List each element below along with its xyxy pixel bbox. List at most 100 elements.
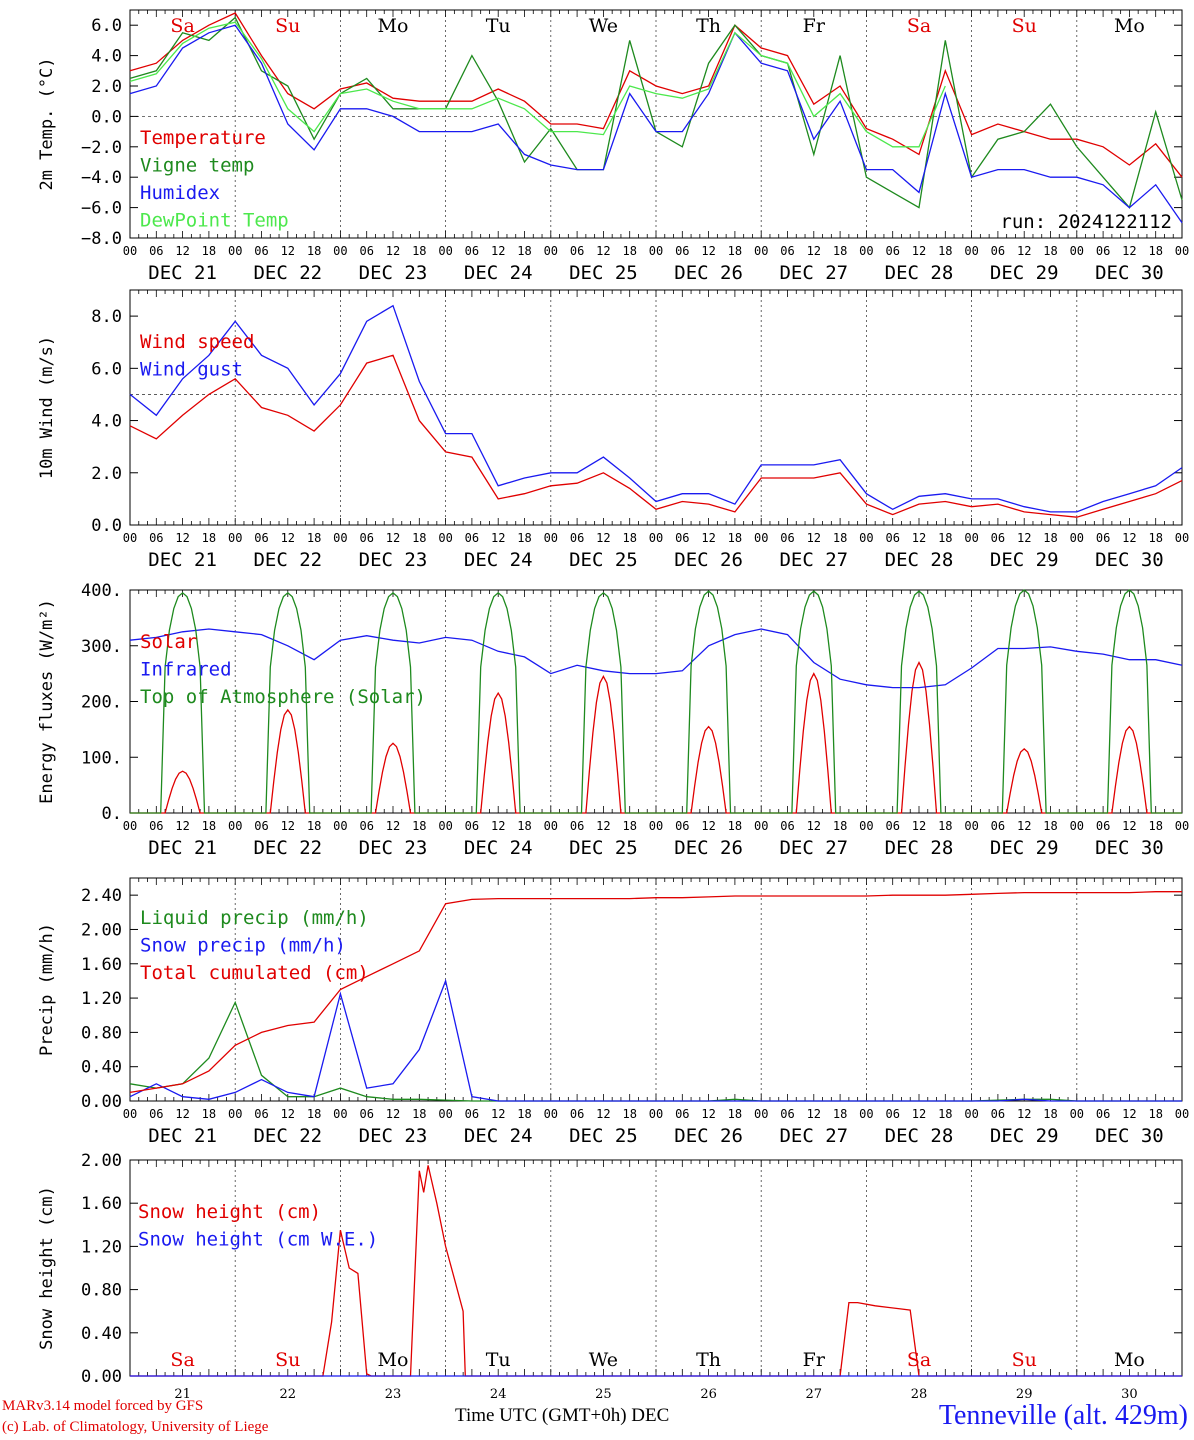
hour-tick-label: 18 xyxy=(1148,244,1162,258)
hour-tick-label: 18 xyxy=(622,531,636,545)
hour-tick-label: 06 xyxy=(885,244,899,258)
hour-tick-label: 18 xyxy=(1148,1107,1162,1121)
hour-tick-label: 12 xyxy=(281,819,295,833)
hour-tick-label: 00 xyxy=(859,819,873,833)
hour-tick-label: 06 xyxy=(885,1107,899,1121)
hour-tick-label: 18 xyxy=(938,1107,952,1121)
hour-tick-label: 12 xyxy=(386,244,400,258)
date-label: DEC 24 xyxy=(464,549,533,571)
hour-tick-label: 18 xyxy=(202,1107,216,1121)
legend-entry: Wind speed xyxy=(140,331,254,353)
hour-tick-label: 12 xyxy=(281,244,295,258)
hour-tick-label: 00 xyxy=(544,244,558,258)
hour-tick-label: 06 xyxy=(991,819,1005,833)
hour-tick-label: 06 xyxy=(780,531,794,545)
y-axis-title: 10m Wind (m/s) xyxy=(37,336,57,479)
weekday-label: Su xyxy=(1012,1349,1037,1371)
hour-tick-label: 12 xyxy=(386,531,400,545)
date-label: DEC 23 xyxy=(359,837,428,859)
hour-tick-label: 06 xyxy=(675,1107,689,1121)
hour-tick-label: 18 xyxy=(728,531,742,545)
hour-tick-label: 06 xyxy=(254,1107,268,1121)
date-label: DEC 24 xyxy=(464,1125,533,1147)
hour-tick-label: 06 xyxy=(465,1107,479,1121)
hour-tick-label: 18 xyxy=(1148,531,1162,545)
series-line-2 xyxy=(129,628,1183,689)
y-axis-title: 2m Temp. (°C) xyxy=(37,57,57,190)
hour-tick-label: 00 xyxy=(964,244,978,258)
hour-tick-label: 00 xyxy=(964,531,978,545)
hour-tick-label: 06 xyxy=(570,1107,584,1121)
hour-tick-label: 00 xyxy=(544,819,558,833)
y-tick-label: −8.0 xyxy=(81,229,122,249)
model-credit: MARv3.14 model forced by GFS xyxy=(2,1398,204,1414)
hour-tick-label: 18 xyxy=(833,1107,847,1121)
hour-tick-label: 06 xyxy=(780,1107,794,1121)
hour-tick-label: 12 xyxy=(807,1107,821,1121)
y-tick-label: 1.20 xyxy=(81,1237,122,1257)
weekday-label: Fr xyxy=(803,1349,826,1371)
y-tick-label: 1.20 xyxy=(81,989,122,1009)
hour-tick-label: 00 xyxy=(228,1107,242,1121)
hour-tick-label: 06 xyxy=(1096,1107,1110,1121)
day-number: 27 xyxy=(806,1387,823,1402)
date-label: DEC 28 xyxy=(885,262,954,284)
weekday-label: Tu xyxy=(486,1349,511,1371)
hour-tick-label: 06 xyxy=(780,244,794,258)
y-tick-label: 400. xyxy=(81,581,122,601)
hour-tick-label: 06 xyxy=(465,819,479,833)
series-line-1 xyxy=(130,1165,1182,1377)
hour-tick-label: 06 xyxy=(465,244,479,258)
hour-tick-label: 12 xyxy=(175,819,189,833)
hour-tick-label: 12 xyxy=(281,1107,295,1121)
hour-tick-label: 06 xyxy=(675,819,689,833)
day-number: 21 xyxy=(174,1387,191,1402)
y-tick-label: 4.0 xyxy=(91,47,122,67)
date-label: DEC 28 xyxy=(885,549,954,571)
series-line-1 xyxy=(129,1000,1182,1102)
hour-tick-label: 18 xyxy=(412,531,426,545)
hour-tick-label: 12 xyxy=(386,819,400,833)
y-tick-label: −2.0 xyxy=(81,138,122,158)
hour-tick-label: 12 xyxy=(1122,531,1136,545)
day-number: 25 xyxy=(595,1387,612,1402)
date-label: DEC 26 xyxy=(674,262,743,284)
hour-tick-label: 12 xyxy=(701,819,715,833)
day-number: 30 xyxy=(1121,1387,1138,1402)
hour-tick-label: 12 xyxy=(701,531,715,545)
series-line-2 xyxy=(129,304,1183,513)
hour-tick-label: 18 xyxy=(728,819,742,833)
hour-tick-label: 00 xyxy=(228,531,242,545)
date-label: DEC 25 xyxy=(569,262,638,284)
date-label: DEC 28 xyxy=(885,1125,954,1147)
panel-1: 6.0 4.0 2.0 0.0 −2.0 −4.0 −6.0 −8.0 2m Temp. (°C… xyxy=(37,9,1189,284)
hour-tick-label: 18 xyxy=(622,1107,636,1121)
weekday-label: Mo xyxy=(1114,1349,1145,1371)
hour-tick-label: 18 xyxy=(202,531,216,545)
hour-tick-label: 06 xyxy=(254,244,268,258)
legend-entry: Snow height (cm W.E.) xyxy=(138,1229,378,1251)
hour-tick-label: 06 xyxy=(149,531,163,545)
legend-entry: DewPoint Temp xyxy=(140,210,289,232)
weekday-label: Sa xyxy=(170,15,194,37)
weekday-label: Th xyxy=(696,15,721,37)
station-name: Tenneville (alt. 429m) xyxy=(938,1400,1188,1431)
date-label: DEC 30 xyxy=(1095,262,1164,284)
hour-tick-label: 00 xyxy=(754,531,768,545)
y-tick-label: 6.0 xyxy=(91,359,122,379)
hour-tick-label: 00 xyxy=(438,1107,452,1121)
hour-tick-label: 00 xyxy=(754,244,768,258)
hour-tick-label: 18 xyxy=(833,819,847,833)
date-label: DEC 27 xyxy=(779,1125,848,1147)
date-label: DEC 21 xyxy=(148,1125,217,1147)
hour-tick-label: 18 xyxy=(622,244,636,258)
day-number: 24 xyxy=(490,1387,507,1402)
date-label: DEC 21 xyxy=(148,549,217,571)
hour-tick-label: 00 xyxy=(438,819,452,833)
copyright-credit: (c) Lab. of Climatology, University of L… xyxy=(2,1419,269,1435)
hour-tick-label: 12 xyxy=(175,244,189,258)
hour-tick-label: 06 xyxy=(991,531,1005,545)
hour-tick-label: 00 xyxy=(123,819,137,833)
weekday-label: Mo xyxy=(378,15,409,37)
